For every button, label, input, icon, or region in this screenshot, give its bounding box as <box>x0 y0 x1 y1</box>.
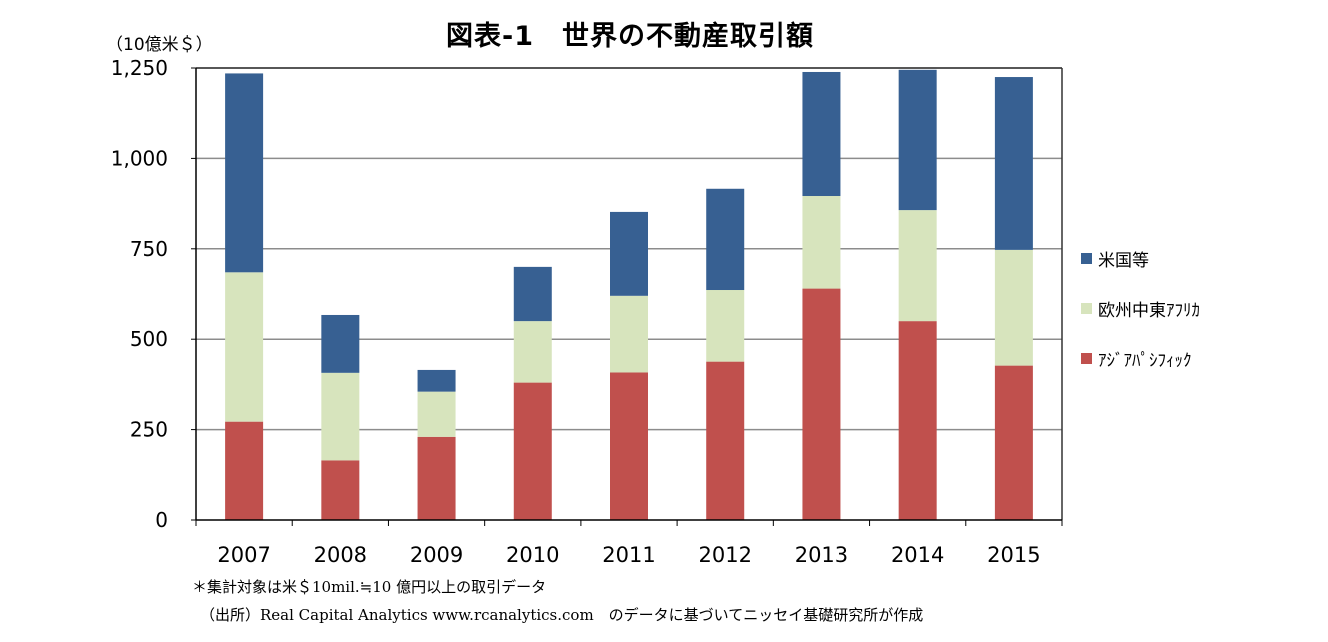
bar-2015-series-0 <box>994 365 1033 520</box>
bar-2007-series-0 <box>225 421 264 520</box>
legend-item-emea: 欧州中東ｱﾌﾘｶ <box>1081 296 1200 321</box>
legend-item-asia-pacific: ｱｼﾞｱﾊﾟｼﾌｨｯｸ <box>1081 346 1200 371</box>
bar-2009-series-0 <box>417 436 456 520</box>
x-tick-label-2009: 2009 <box>410 543 463 567</box>
y-tick-label-250: 250 <box>130 418 168 442</box>
bar-2014-series-1 <box>898 210 937 322</box>
bar-2011-series-0 <box>610 372 648 520</box>
legend-label-americas: 米国等 <box>1098 250 1149 271</box>
y-tick-label-1250: 1,250 <box>111 56 168 80</box>
y-tick-label-500: 500 <box>130 327 168 351</box>
x-tick-label-2014: 2014 <box>891 543 944 567</box>
bar-2015-series-2 <box>994 77 1033 250</box>
bar-2009-series-2 <box>417 369 456 392</box>
x-tick-label-2008: 2008 <box>314 543 367 567</box>
x-tick-label-2012: 2012 <box>698 543 751 567</box>
y-tick-label-750: 750 <box>130 237 168 261</box>
bar-2009-series-1 <box>417 391 456 437</box>
x-tick-label-2015: 2015 <box>987 543 1040 567</box>
bar-2007-series-1 <box>225 272 264 422</box>
chart-title: 図表-1 世界の不動産取引額 <box>446 21 814 52</box>
bar-2008-series-1 <box>321 372 360 461</box>
x-tick-label-2013: 2013 <box>795 543 848 567</box>
legend-item-americas: 米国等 <box>1081 246 1200 271</box>
footnote-source: （出所）Real Capital Analytics www.rcanalyti… <box>200 606 924 624</box>
legend-swatch-emea <box>1081 302 1092 314</box>
x-tick-label-2007: 2007 <box>217 543 270 567</box>
bar-2011-series-1 <box>610 295 648 373</box>
bar-2008-series-0 <box>321 460 360 520</box>
y-tick-label-1000: 1,000 <box>111 146 168 170</box>
bar-2014-series-0 <box>898 321 937 520</box>
bar-2013-series-2 <box>802 71 841 197</box>
x-tick-label-2011: 2011 <box>602 543 655 567</box>
legend-label-emea: 欧州中東ｱﾌﾘｶ <box>1098 300 1200 321</box>
x-tick-label-2010: 2010 <box>506 543 559 567</box>
bar-2015-series-1 <box>994 249 1033 366</box>
legend: 米国等 欧州中東ｱﾌﾘｶ ｱｼﾞｱﾊﾟｼﾌｨｯｸ <box>1081 246 1200 396</box>
bar-2008-series-2 <box>321 314 360 373</box>
bar-2010-series-2 <box>513 266 552 322</box>
bar-2010-series-1 <box>513 321 552 383</box>
footnote-criteria: ＊集計対象は米＄10mil.≒10 億円以上の取引データ <box>192 578 547 596</box>
bar-2011-series-2 <box>610 211 648 296</box>
legend-swatch-asia-pacific <box>1081 352 1092 364</box>
legend-swatch-americas <box>1081 252 1092 264</box>
bar-2012-series-2 <box>706 188 745 291</box>
bar-2012-series-0 <box>706 361 745 520</box>
bar-2012-series-1 <box>706 290 745 362</box>
bar-2013-series-0 <box>802 288 841 520</box>
bar-2010-series-0 <box>513 382 552 520</box>
y-axis-unit-label: （10億米＄） <box>106 35 213 55</box>
bar-2014-series-2 <box>898 69 937 211</box>
legend-label-asia-pacific: ｱｼﾞｱﾊﾟｼﾌｨｯｸ <box>1098 350 1192 371</box>
bar-2013-series-1 <box>802 196 841 289</box>
bar-2007-series-2 <box>225 73 264 273</box>
y-tick-label-0: 0 <box>155 508 168 532</box>
